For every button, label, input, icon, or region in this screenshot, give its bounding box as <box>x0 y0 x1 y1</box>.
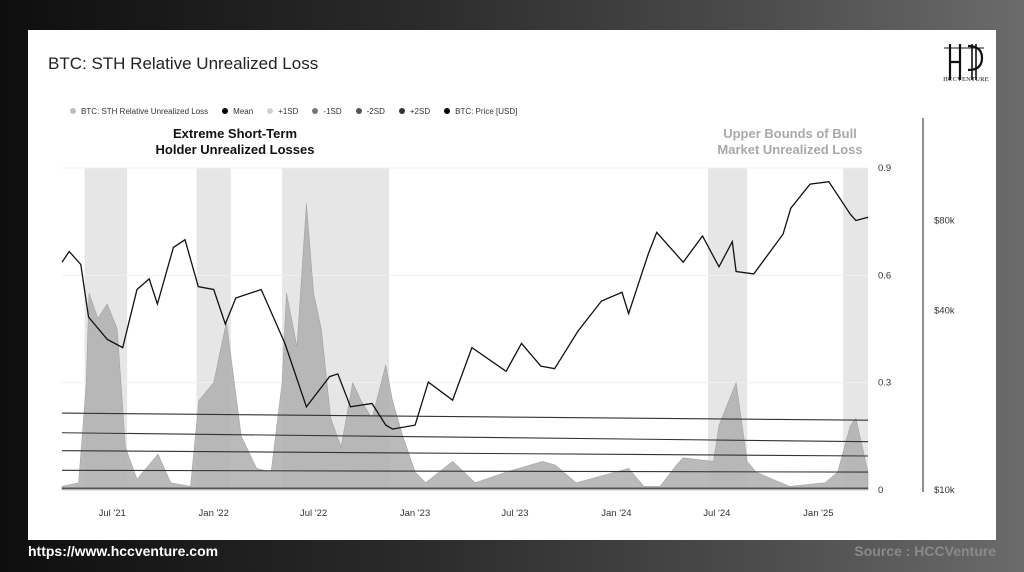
x-tick-label: Jan '25 <box>803 508 833 519</box>
legend-swatch <box>398 108 405 114</box>
hcc-monogram-icon <box>944 44 984 80</box>
band-line <box>61 412 869 421</box>
x-tick-label: Jul '22 <box>300 508 327 519</box>
legend-label: BTC: STH Relative Unrealized Loss <box>81 106 209 116</box>
price-tick-label: $80k <box>934 216 955 227</box>
x-tick-label: Jul '23 <box>501 508 528 519</box>
legend-swatch <box>70 108 76 114</box>
btc-price-line <box>61 181 869 430</box>
y-tick-label: 0.3 <box>878 378 891 389</box>
x-tick-label: Jul '21 <box>99 508 126 519</box>
legend-item[interactable]: BTC: Price [USD] <box>444 104 517 118</box>
legend-item[interactable]: +1SD <box>267 104 298 118</box>
legend-label: BTC: Price [USD] <box>455 106 518 116</box>
chart-annotation: Upper Bounds of Bull Market Unrealized Lo… <box>700 126 880 158</box>
y-tick-label: 0.9 <box>878 163 891 174</box>
annotation-line: Extreme Short-Term <box>172 126 297 141</box>
band-line <box>61 450 869 457</box>
footer-website-link[interactable]: https://www.hccventure.com <box>28 543 219 559</box>
chart-annotation: Extreme Short-Term Holder Unrealized Loss… <box>120 126 350 158</box>
footer-source-label: Source : HCCVenture <box>854 543 996 559</box>
x-tick-label: Jan '24 <box>601 508 631 519</box>
legend-swatch <box>444 108 451 114</box>
legend-label: -2SD <box>366 106 385 116</box>
legend-item[interactable]: -2SD <box>355 104 385 118</box>
x-tick-label: Jan '23 <box>400 508 430 519</box>
legend-label: +1SD <box>278 106 299 116</box>
legend-item[interactable]: +2SD <box>398 104 431 118</box>
legend-item[interactable]: Mean <box>222 104 253 118</box>
price-tick-label: $40k <box>934 305 955 316</box>
band-line <box>61 469 869 473</box>
sth-loss-area <box>61 203 869 491</box>
logo-text: HCCVENTURE <box>943 76 989 83</box>
x-tick-label: Jul '24 <box>703 508 730 519</box>
annotation-line: Upper Bounds of Bull <box>723 126 857 141</box>
y-tick-label: 0.6 <box>878 270 891 281</box>
x-tick-label: Jan '22 <box>199 508 229 519</box>
legend-label: Mean <box>233 106 254 116</box>
legend-item[interactable]: BTC: STH Relative Unrealized Loss <box>70 104 208 118</box>
legend-label: +2SD <box>409 106 431 116</box>
legend-swatch <box>355 108 362 114</box>
chart-title: BTC: STH Relative Unrealized Loss <box>48 54 319 73</box>
annotation-line: Market Unrealized Loss <box>717 142 863 157</box>
chart-card <box>28 30 996 540</box>
legend-swatch <box>267 108 274 114</box>
chart-legend: BTC: STH Relative Unrealized Loss Mean +1S… <box>70 104 531 118</box>
price-tick-label: $10k <box>934 485 955 496</box>
band-line <box>61 432 869 443</box>
annotation-line: Holder Unrealized Losses <box>155 142 315 157</box>
y-tick-label: 0 <box>878 485 883 496</box>
legend-label: -1SD <box>323 106 342 116</box>
legend-swatch <box>312 108 319 114</box>
legend-swatch <box>222 108 229 114</box>
legend-item[interactable]: -1SD <box>312 104 342 118</box>
